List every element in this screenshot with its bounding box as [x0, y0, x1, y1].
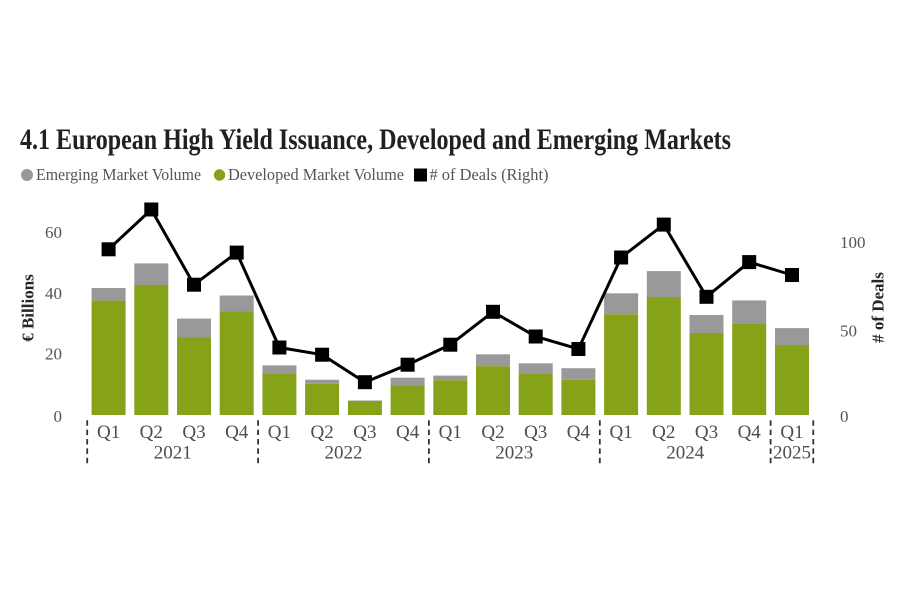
svg-text:# of Deals: # of Deals: [869, 272, 888, 343]
svg-text:Q3: Q3: [695, 422, 718, 443]
svg-text:Q1: Q1: [780, 422, 803, 443]
svg-text:2021: 2021: [154, 443, 192, 464]
svg-text:Q1: Q1: [268, 422, 291, 443]
svg-text:Q4: Q4: [738, 422, 762, 443]
svg-text:Q3: Q3: [182, 422, 205, 443]
svg-text:0: 0: [54, 407, 63, 426]
svg-text:Q4: Q4: [396, 422, 420, 443]
svg-text:Developed Market Volume: Developed Market Volume: [228, 165, 404, 184]
svg-text:Q2: Q2: [310, 422, 333, 443]
svg-text:Q2: Q2: [652, 422, 675, 443]
svg-text:0: 0: [840, 407, 849, 426]
svg-text:Q4: Q4: [225, 422, 249, 443]
svg-text:100: 100: [840, 233, 866, 252]
svg-text:2024: 2024: [666, 443, 705, 464]
svg-text:Q2: Q2: [140, 422, 163, 443]
svg-text:40: 40: [45, 284, 62, 303]
svg-text:20: 20: [45, 345, 62, 364]
svg-text:Q3: Q3: [524, 422, 547, 443]
svg-text:2022: 2022: [325, 443, 363, 464]
svg-text:2023: 2023: [495, 443, 533, 464]
svg-text:Q4: Q4: [567, 422, 591, 443]
svg-text:60: 60: [45, 223, 62, 242]
svg-text:# of Deals (Right): # of Deals (Right): [430, 165, 549, 184]
svg-text:4.1 European High Yield Issuan: 4.1 European High Yield Issuance, Develo…: [20, 123, 731, 156]
svg-text:Q1: Q1: [439, 422, 462, 443]
svg-text:Q3: Q3: [353, 422, 376, 443]
svg-text:Q1: Q1: [609, 422, 632, 443]
svg-text:50: 50: [840, 321, 857, 340]
svg-text:2025: 2025: [773, 443, 811, 464]
svg-text:€ Billions: € Billions: [19, 274, 38, 342]
svg-text:Q2: Q2: [481, 422, 504, 443]
svg-text:Emerging Market Volume: Emerging Market Volume: [36, 165, 201, 184]
svg-text:Q1: Q1: [97, 422, 120, 443]
